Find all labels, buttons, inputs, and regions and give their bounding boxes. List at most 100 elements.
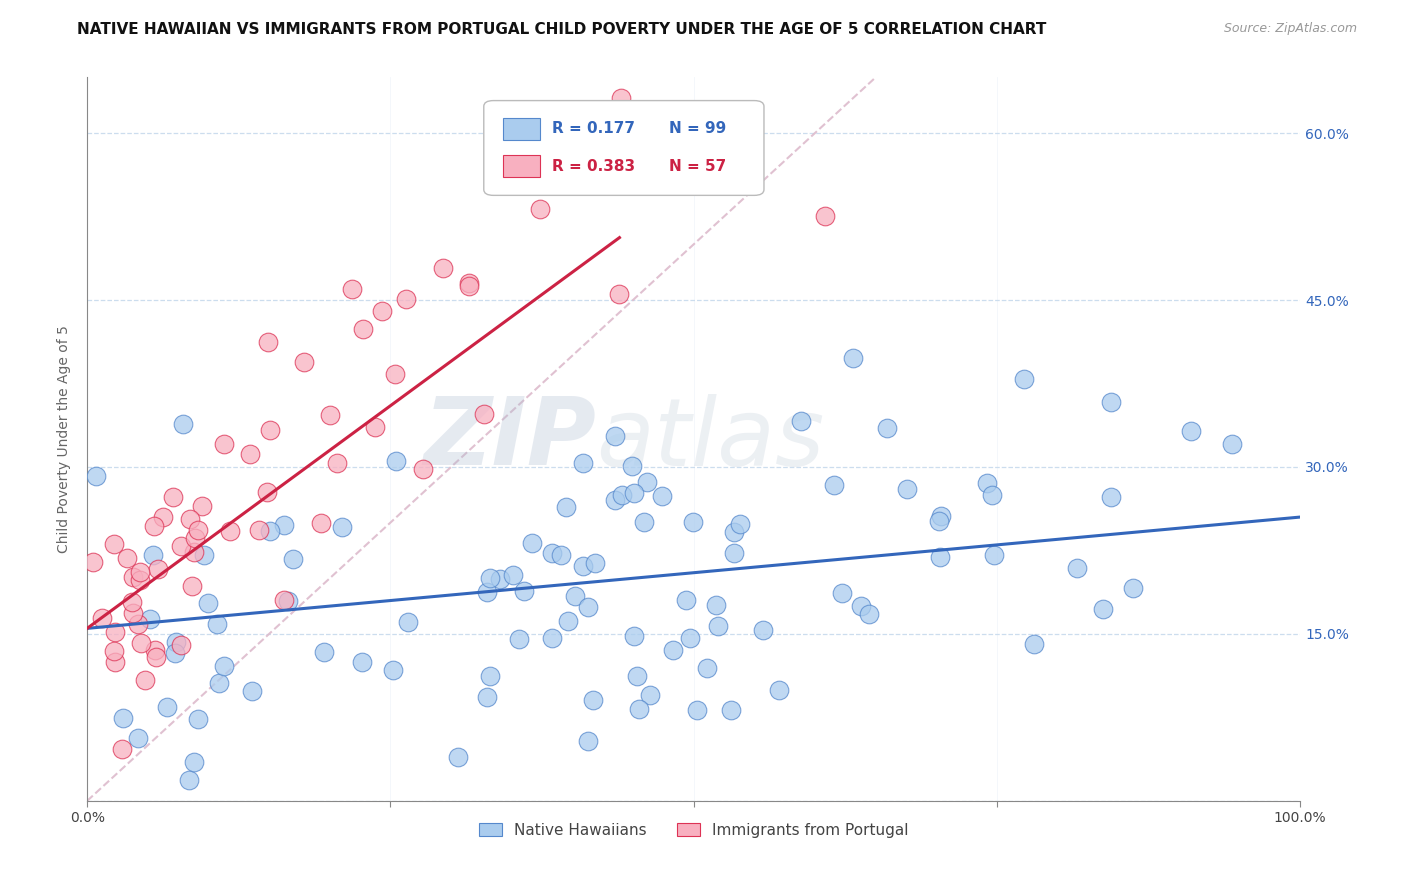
Point xyxy=(340,282,363,296)
Point xyxy=(240,684,263,698)
Point xyxy=(212,658,235,673)
Point xyxy=(103,644,125,658)
Point xyxy=(145,650,167,665)
Point xyxy=(371,304,394,318)
Point xyxy=(396,615,419,629)
Point xyxy=(184,531,207,545)
Point xyxy=(640,689,662,703)
Point xyxy=(146,562,169,576)
Point xyxy=(1024,637,1046,651)
Point xyxy=(603,429,626,443)
Point xyxy=(197,596,219,610)
Point xyxy=(876,420,898,434)
Point xyxy=(139,612,162,626)
Point xyxy=(928,549,950,564)
Point xyxy=(239,447,262,461)
Point xyxy=(752,623,775,637)
Point xyxy=(447,749,470,764)
Point xyxy=(179,512,201,526)
Point xyxy=(768,682,790,697)
Text: N = 57: N = 57 xyxy=(669,159,727,174)
Point xyxy=(478,669,501,683)
Point xyxy=(472,407,495,421)
Point xyxy=(823,478,845,492)
Point xyxy=(165,634,187,648)
Point xyxy=(128,574,150,588)
Point xyxy=(193,548,215,562)
Point xyxy=(730,516,752,531)
Point xyxy=(576,734,599,748)
Point xyxy=(190,500,212,514)
Point xyxy=(610,488,633,502)
Point xyxy=(572,456,595,470)
Point xyxy=(326,456,349,470)
Point xyxy=(976,475,998,490)
Point xyxy=(723,545,745,559)
Point xyxy=(582,693,605,707)
Point xyxy=(142,519,165,533)
Point xyxy=(1066,561,1088,575)
Point xyxy=(623,485,645,500)
Point xyxy=(508,632,530,646)
Point xyxy=(502,567,524,582)
Point xyxy=(789,413,811,427)
Point xyxy=(458,278,481,293)
Point xyxy=(183,545,205,559)
Point xyxy=(814,209,837,223)
Point xyxy=(121,595,143,609)
Point xyxy=(572,558,595,573)
Text: NATIVE HAWAIIAN VS IMMIGRANTS FROM PORTUGAL CHILD POVERTY UNDER THE AGE OF 5 COR: NATIVE HAWAIIAN VS IMMIGRANTS FROM PORTU… xyxy=(77,22,1046,37)
Point xyxy=(121,569,143,583)
Point xyxy=(513,584,536,599)
Point xyxy=(259,524,281,538)
Point xyxy=(478,571,501,585)
Point xyxy=(205,617,228,632)
Point xyxy=(858,607,880,622)
Point xyxy=(841,351,863,366)
Point xyxy=(636,475,658,489)
Point xyxy=(273,592,295,607)
Point xyxy=(82,555,104,569)
Point xyxy=(720,703,742,717)
Text: Source: ZipAtlas.com: Source: ZipAtlas.com xyxy=(1223,22,1357,36)
Bar xyxy=(503,155,540,178)
Point xyxy=(103,655,125,669)
Point xyxy=(706,598,728,612)
Point xyxy=(679,631,702,645)
Point xyxy=(179,773,201,788)
Point xyxy=(610,90,633,104)
Point xyxy=(686,703,709,717)
Point xyxy=(122,606,145,620)
Point xyxy=(277,594,299,608)
Point xyxy=(127,731,149,746)
Point xyxy=(412,462,434,476)
Point xyxy=(207,675,229,690)
Point xyxy=(143,643,166,657)
Point xyxy=(475,690,498,704)
Point xyxy=(1180,425,1202,439)
Legend: Native Hawaiians, Immigrants from Portugal: Native Hawaiians, Immigrants from Portug… xyxy=(472,816,915,844)
Point xyxy=(928,514,950,528)
Point xyxy=(706,619,728,633)
Point xyxy=(156,699,179,714)
Point xyxy=(259,423,281,437)
Point xyxy=(607,286,630,301)
Point xyxy=(170,539,193,553)
Text: atlas: atlas xyxy=(596,393,825,484)
Point xyxy=(187,712,209,726)
Point xyxy=(626,669,648,683)
Point xyxy=(90,611,112,625)
Text: ZIP: ZIP xyxy=(423,393,596,485)
Point xyxy=(1122,581,1144,595)
Point xyxy=(603,492,626,507)
Point xyxy=(929,509,952,524)
Point xyxy=(540,631,562,645)
Point xyxy=(432,260,454,275)
Point xyxy=(1099,490,1122,504)
Point xyxy=(564,589,586,603)
Point xyxy=(309,516,332,530)
Point xyxy=(172,417,194,432)
Point xyxy=(218,524,240,539)
Point xyxy=(115,551,138,566)
Point xyxy=(183,756,205,770)
